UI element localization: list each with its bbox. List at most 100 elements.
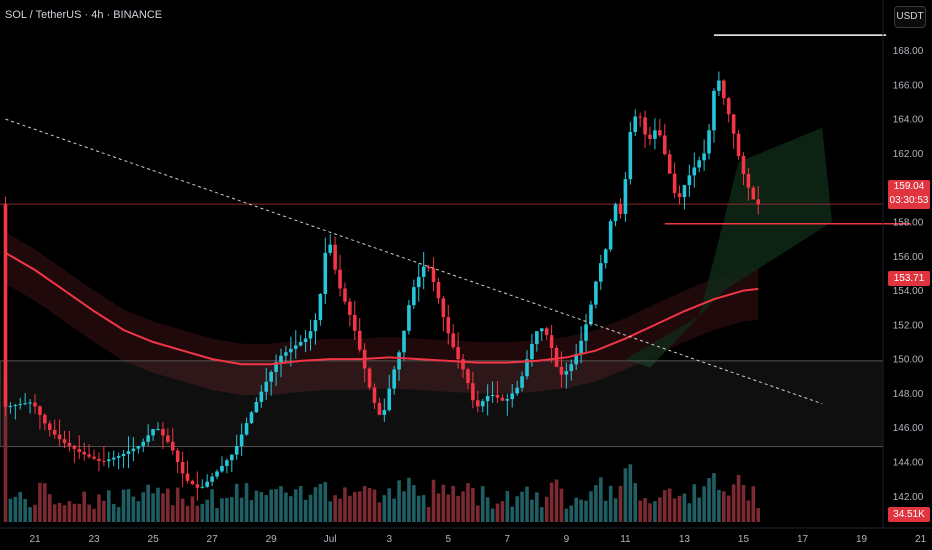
price-tick-label: 154.00 [893, 286, 924, 297]
candle-body [687, 175, 692, 186]
volume-bar [623, 468, 628, 522]
candle-body [707, 130, 711, 154]
volume-bar [8, 498, 13, 522]
candle-body [8, 405, 13, 407]
candle-body [180, 462, 185, 474]
volume-bar [249, 500, 254, 522]
candle-body [52, 429, 57, 435]
candle-body [353, 314, 357, 331]
candle-body [338, 269, 342, 289]
volume-bar [569, 505, 574, 522]
candle-body [402, 330, 406, 353]
volume-bar [628, 464, 633, 522]
volume-bar [121, 489, 126, 522]
candle-body [535, 331, 539, 345]
volume-bar [421, 495, 426, 522]
ichimoku-cloud-green [625, 127, 833, 368]
volume-bar [407, 477, 411, 522]
candle-body [672, 173, 677, 194]
candle-body [717, 80, 721, 91]
volume-bar [18, 492, 23, 522]
volume-bar [687, 503, 692, 522]
volume-bar [510, 506, 515, 522]
volume-bar [402, 491, 406, 522]
volume-bar [313, 487, 318, 522]
candle-body [33, 402, 37, 407]
candle-body [303, 338, 308, 342]
volume-bar [284, 492, 288, 522]
candle-body [57, 434, 62, 440]
candle-body [284, 352, 288, 356]
candle-body [289, 348, 293, 353]
candle-body [431, 268, 436, 282]
volume-bar [559, 488, 564, 522]
candle-body [667, 154, 672, 174]
candle-body [426, 266, 431, 269]
volume-bar [441, 484, 446, 522]
candle-body [476, 400, 480, 407]
volume-bar [387, 488, 392, 522]
symbol-title: SOL / TetherUS · 4h · BINANCE [5, 9, 163, 21]
volume-bar [195, 505, 200, 522]
price-tick-label: 146.00 [893, 423, 924, 434]
volume-bar [382, 495, 387, 522]
candle-body [736, 133, 741, 156]
time-tick-label: 23 [88, 534, 100, 545]
volume-bar [751, 486, 756, 522]
candle-body [382, 410, 387, 415]
volume-bar [539, 507, 544, 522]
volume-bar [599, 477, 603, 522]
volume-bar [638, 500, 642, 522]
candle-body [569, 364, 574, 372]
time-tick-label: 21 [915, 534, 927, 545]
volume-bar [28, 507, 32, 522]
volume-bar [544, 496, 549, 522]
candle-body [313, 320, 318, 332]
volume-bar [746, 500, 751, 522]
volume-bar [677, 495, 682, 522]
candle-body [43, 414, 47, 424]
volume-bar [667, 488, 672, 522]
volume-bar [589, 491, 593, 522]
candle-body [348, 301, 352, 315]
range-zone [0, 360, 884, 448]
candle-body [367, 368, 372, 388]
candle-body [126, 451, 131, 454]
volume-bar [416, 495, 421, 522]
volume-bar [244, 483, 249, 522]
candle-body [111, 457, 116, 460]
candle-body [254, 402, 259, 413]
volume-bar [471, 488, 475, 522]
candle-body [731, 114, 736, 134]
time-tick-label: 3 [386, 534, 392, 545]
price-tick-label: 152.00 [893, 320, 924, 331]
currency-button[interactable]: USDT [894, 6, 926, 28]
candle-body [234, 446, 239, 455]
volume-bar [72, 503, 77, 522]
candle-body [722, 80, 726, 99]
price-tick-label: 148.00 [893, 389, 924, 400]
candle-body [436, 282, 441, 299]
candle-body [564, 371, 569, 375]
candle-body [623, 179, 628, 214]
volume-bar [303, 499, 308, 522]
candle-body [471, 383, 475, 401]
volume-bar [102, 500, 106, 522]
candle-body [47, 423, 52, 430]
volume-bar [490, 508, 495, 522]
volume-bar [269, 489, 273, 522]
candle-body [520, 376, 524, 388]
volume-bar [702, 486, 706, 522]
candle-body [121, 453, 126, 456]
candle-body [608, 221, 613, 250]
volume-bar [200, 504, 205, 522]
volume-bar [87, 504, 91, 522]
candle-body [13, 405, 18, 407]
volume-bar [328, 501, 332, 522]
volume-bar [274, 489, 278, 522]
price-tick-label: 158.00 [893, 218, 924, 229]
trend-line [5, 118, 823, 405]
time-tick-label: 17 [797, 534, 809, 545]
candle-body [200, 486, 205, 488]
